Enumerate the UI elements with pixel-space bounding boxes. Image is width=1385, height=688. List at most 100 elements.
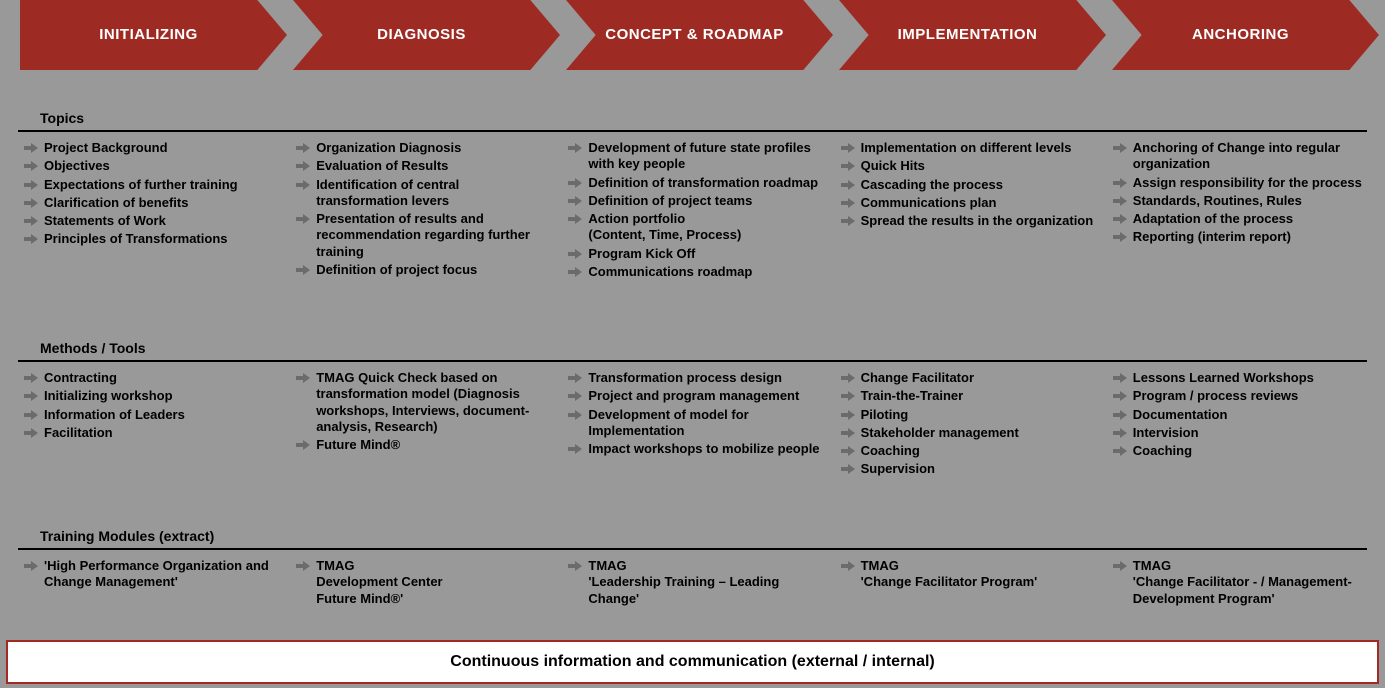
column: Development of future state profiles wit… — [562, 140, 822, 282]
list-item: Cascading the process — [841, 177, 1095, 193]
bullet-arrow-icon — [841, 197, 855, 209]
bullet-arrow-icon — [1113, 213, 1127, 225]
list-item: TMAG 'Change Facilitator - / Management-… — [1113, 558, 1367, 607]
list-item: Development of future state profiles wit… — [568, 140, 822, 173]
bullet-arrow-icon — [1113, 560, 1127, 572]
section-rule — [18, 130, 1367, 132]
bullet-arrow-icon — [296, 560, 310, 572]
list-item: Contracting — [24, 370, 278, 386]
bullet-arrow-icon — [1113, 142, 1127, 154]
list-item-text: Lessons Learned Workshops — [1133, 370, 1314, 385]
phase-arrow: CONCEPT & ROADMAP — [566, 0, 833, 70]
column: Organization Diagnosis Evaluation of Resu… — [290, 140, 550, 282]
list-item: TMAG Quick Check based on transformation… — [296, 370, 550, 435]
list-item: Objectives — [24, 158, 278, 174]
section-columns-topics: Project BackgroundObjectivesExpectations… — [18, 140, 1367, 282]
bullet-arrow-icon — [24, 390, 38, 402]
phase-label: DIAGNOSIS — [293, 0, 560, 70]
list-item: Facilitation — [24, 425, 278, 441]
list-item-text: Action portfolio (Content, Time, Process… — [588, 211, 741, 242]
bullet-arrow-icon — [24, 142, 38, 154]
bullet-arrow-icon — [24, 160, 38, 172]
list-item-text: Communications plan — [861, 195, 997, 210]
list-item-text: Intervision — [1133, 425, 1199, 440]
bullet-arrow-icon — [24, 215, 38, 227]
list-item: Expectations of further training — [24, 177, 278, 193]
bullet-arrow-icon — [568, 443, 582, 455]
list-item: Evaluation of Results — [296, 158, 550, 174]
list-item-text: Impact workshops to mobilize people — [588, 441, 819, 456]
section-heading-methods: Methods / Tools — [40, 340, 146, 356]
list-item: Piloting — [841, 407, 1095, 423]
bullet-arrow-icon — [1113, 427, 1127, 439]
column: TMAG 'Change Facilitator - / Management-… — [1107, 558, 1367, 609]
bullet-arrow-icon — [24, 179, 38, 191]
list-item-text: Definition of project focus — [316, 262, 477, 277]
bullet-arrow-icon — [841, 372, 855, 384]
list-item-text: Cascading the process — [861, 177, 1003, 192]
list-item: Action portfolio (Content, Time, Process… — [568, 211, 822, 244]
list-item-text: Organization Diagnosis — [316, 140, 461, 155]
bullet-arrow-icon — [24, 560, 38, 572]
list-item: Future Mind® — [296, 437, 550, 453]
footer-band: Continuous information and communication… — [6, 640, 1379, 684]
list-item-text: Spread the results in the organization — [861, 213, 1094, 228]
bullet-arrow-icon — [1113, 195, 1127, 207]
bullet-arrow-icon — [841, 179, 855, 191]
diagram-canvas: INITIALIZING DIAGNOSIS CONCEPT & ROADMAP… — [0, 0, 1385, 688]
bullet-arrow-icon — [296, 439, 310, 451]
list-item: Definition of transformation roadmap — [568, 175, 822, 191]
column: Project BackgroundObjectivesExpectations… — [18, 140, 278, 282]
list-item-text: Adaptation of the process — [1133, 211, 1293, 226]
list-item-text: Contracting — [44, 370, 117, 385]
footer-text: Continuous information and communication… — [450, 653, 934, 671]
bullet-arrow-icon — [568, 177, 582, 189]
bullet-arrow-icon — [841, 390, 855, 402]
phase-arrow: IMPLEMENTATION — [839, 0, 1106, 70]
list-item: Project and program management — [568, 388, 822, 404]
list-item: Implementation on different levels — [841, 140, 1095, 156]
phase-arrow: ANCHORING — [1112, 0, 1379, 70]
list-item: Transformation process design — [568, 370, 822, 386]
section-heading-topics: Topics — [40, 110, 84, 126]
list-item: Communications roadmap — [568, 264, 822, 280]
list-item: Presentation of results and recommendati… — [296, 211, 550, 260]
list-item: Clarification of benefits — [24, 195, 278, 211]
list-item: Impact workshops to mobilize people — [568, 441, 822, 457]
list-item-text: Principles of Transformations — [44, 231, 228, 246]
column: Contracting Initializing workshop Informat… — [18, 370, 278, 480]
list-item-text: TMAG 'Change Facilitator Program' — [861, 558, 1038, 589]
list-item-text: Information of Leaders — [44, 407, 185, 422]
list-item: Communications plan — [841, 195, 1095, 211]
list-item-text: TMAG 'Leadership Training – Leading Chan… — [588, 558, 779, 606]
section-columns-methods: Contracting Initializing workshop Informat… — [18, 370, 1367, 480]
bullet-arrow-icon — [296, 179, 310, 191]
list-item-text: Expectations of further training — [44, 177, 238, 192]
bullet-arrow-icon — [24, 233, 38, 245]
list-item-text: Program / process reviews — [1133, 388, 1298, 403]
phase-arrow-row: INITIALIZING DIAGNOSIS CONCEPT & ROADMAP… — [0, 0, 1385, 80]
list-item-text: Clarification of benefits — [44, 195, 188, 210]
phase-label: INITIALIZING — [20, 0, 287, 70]
list-item: Identification of central transformation… — [296, 177, 550, 210]
bullet-arrow-icon — [568, 213, 582, 225]
list-item: Development of model for Implementation — [568, 407, 822, 440]
section-rule — [18, 548, 1367, 550]
list-item: Principles of Transformations — [24, 231, 278, 247]
phase-arrow: DIAGNOSIS — [293, 0, 560, 70]
list-item-text: Evaluation of Results — [316, 158, 448, 173]
bullet-arrow-icon — [1113, 445, 1127, 457]
list-item: TMAG 'Change Facilitator Program' — [841, 558, 1095, 591]
bullet-arrow-icon — [24, 372, 38, 384]
list-item-text: Communications roadmap — [588, 264, 752, 279]
list-item-text: Anchoring of Change into regular organiz… — [1133, 140, 1340, 171]
list-item: Program / process reviews — [1113, 388, 1367, 404]
list-item-text: Presentation of results and recommendati… — [316, 211, 530, 259]
list-item-text: TMAG Quick Check based on transformation… — [316, 370, 529, 434]
list-item-text: Reporting (interim report) — [1133, 229, 1291, 244]
list-item-text: Change Facilitator — [861, 370, 974, 385]
list-item-text: Project and program management — [588, 388, 799, 403]
list-item: Initializing workshop — [24, 388, 278, 404]
list-item-text: Definition of transformation roadmap — [588, 175, 818, 190]
bullet-arrow-icon — [841, 463, 855, 475]
